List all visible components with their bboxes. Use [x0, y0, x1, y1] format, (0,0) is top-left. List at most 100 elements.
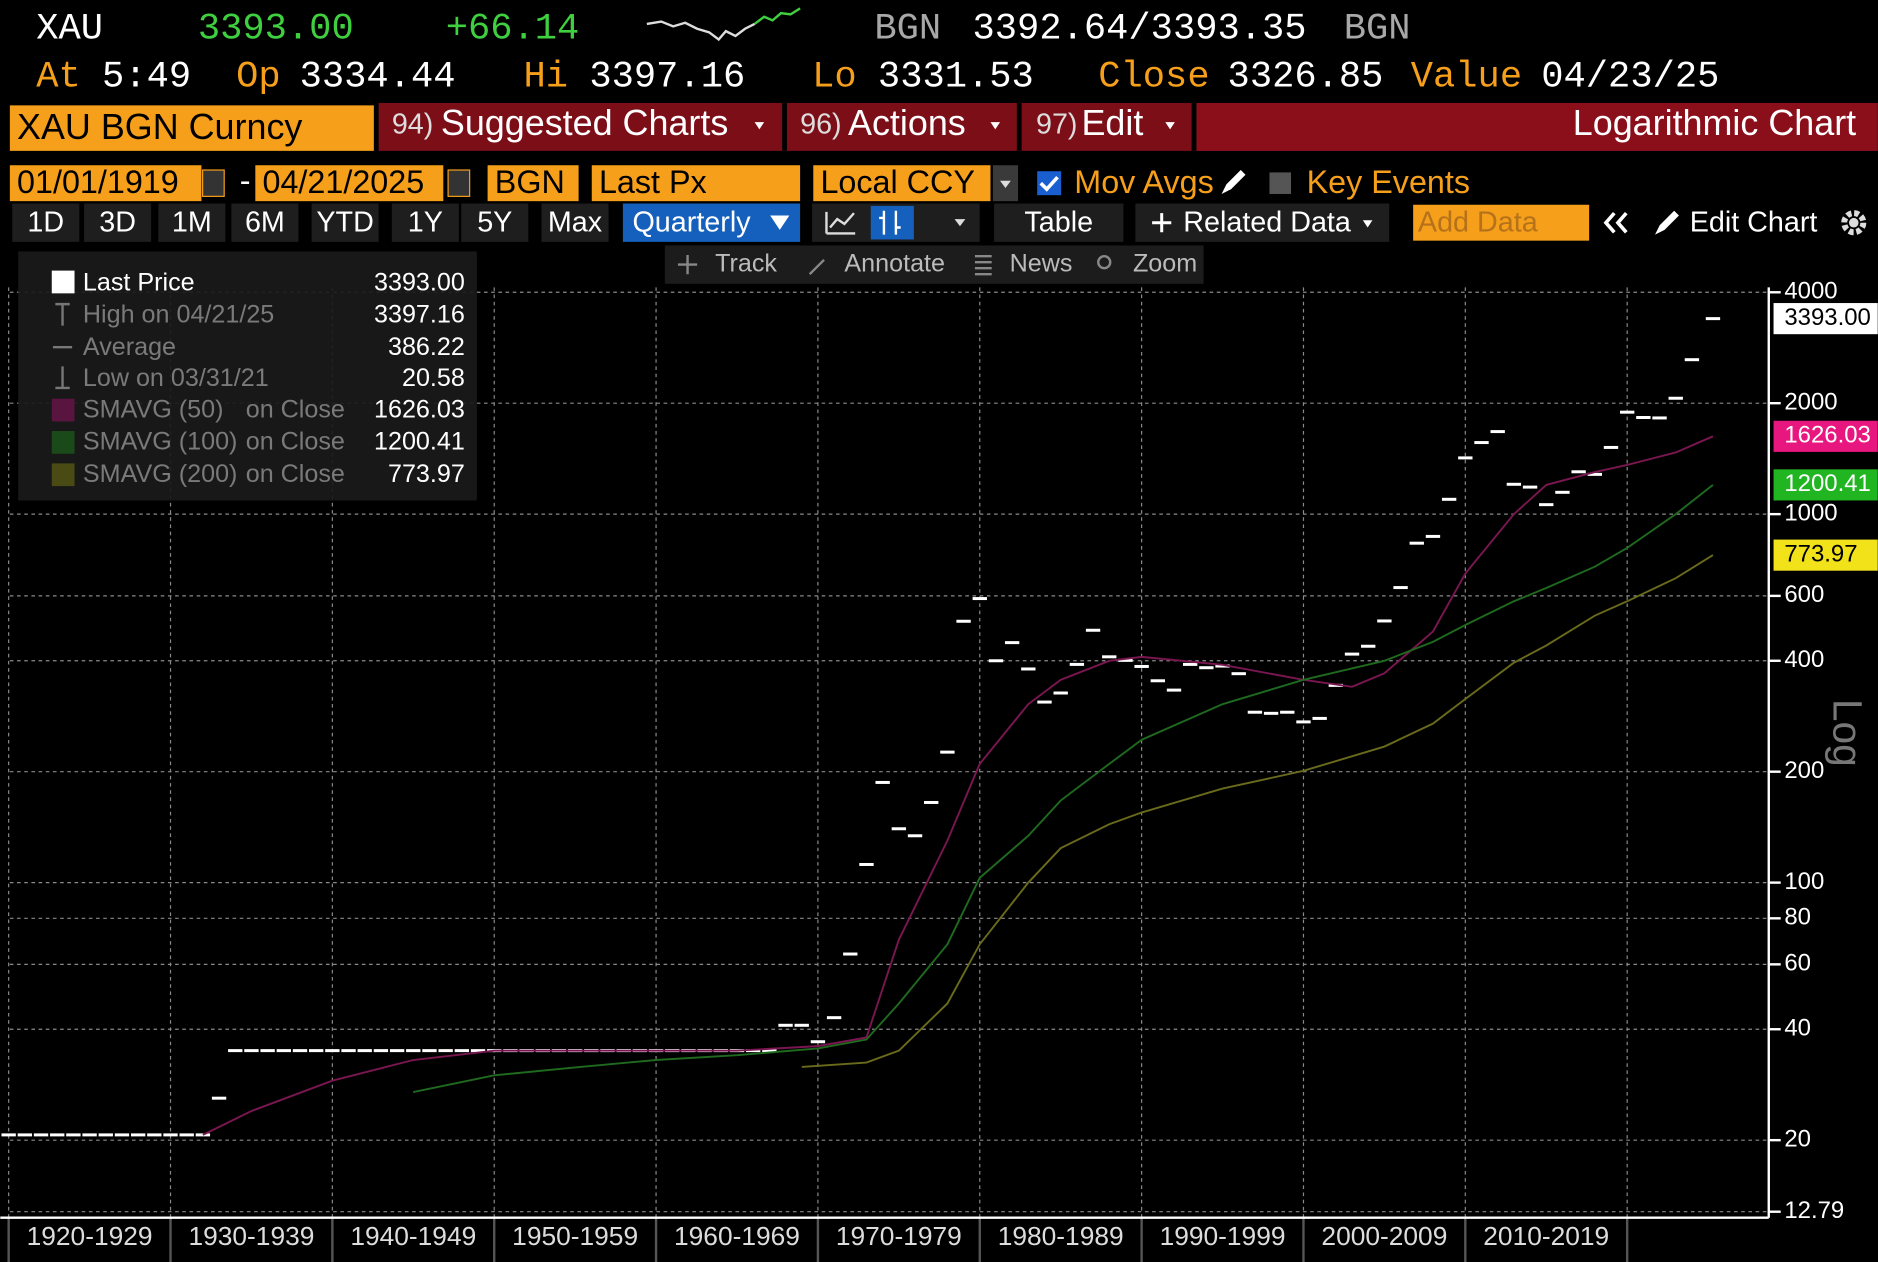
bar-chart-icon[interactable]	[870, 205, 914, 240]
x-tick-label: 1950-1959	[512, 1221, 638, 1251]
collapse-icon[interactable]	[1603, 211, 1628, 234]
add-data-field[interactable]	[1413, 204, 1590, 241]
security: XAU BGN Curncy	[17, 106, 302, 147]
value: 3326.85	[1228, 56, 1384, 98]
last-value-tag	[1773, 303, 1878, 335]
legend-swatch	[51, 270, 75, 294]
plot-area: 12.79 20 40 60 80 100 200 400 600 1000 2000 4000 192…	[1, 278, 1844, 1262]
period-button[interactable]	[231, 203, 299, 242]
edit-chart[interactable]: Edit Chart	[1690, 206, 1818, 238]
legend-value: 386.22	[388, 333, 465, 361]
y-tick-label: 80	[1784, 904, 1811, 931]
date-field[interactable]	[255, 165, 444, 202]
period: 1D	[27, 206, 64, 238]
line-chart-icon[interactable]	[825, 211, 856, 235]
legend-value: 1200.41	[374, 428, 465, 456]
legend-swatch	[51, 398, 75, 422]
last-value-label: 773.97	[1784, 540, 1857, 567]
currency: Local CCY	[820, 164, 974, 200]
y-tick-label: 400	[1784, 646, 1824, 673]
legend-label: Average	[83, 333, 176, 361]
dropdown-arrow	[754, 122, 765, 130]
key-events[interactable]: Key Events	[1307, 164, 1470, 200]
menu-item[interactable]: Suggested Charts	[441, 102, 728, 143]
dropdown-arrow	[1165, 122, 1175, 130]
period-button[interactable]	[391, 203, 459, 242]
dropdown-arrow	[990, 122, 1001, 130]
y-tick-label: 100	[1784, 868, 1824, 895]
check	[1039, 176, 1059, 192]
legend-basis: on Close	[246, 395, 345, 423]
source-field[interactable]	[487, 165, 579, 202]
start-date: 01/01/1919	[17, 164, 179, 200]
moving-average-line	[202, 435, 1714, 1136]
dropdown-arrow[interactable]	[954, 219, 966, 227]
settings-icon[interactable]	[1841, 210, 1867, 236]
calendar-icon[interactable]	[447, 169, 471, 197]
tool[interactable]: Zoom	[1133, 249, 1197, 277]
field: Last Px	[599, 164, 707, 200]
table: Table	[1024, 206, 1093, 238]
period: YTD	[316, 206, 373, 238]
label: Lo	[812, 56, 857, 98]
legend-label: SMAVG (100)	[83, 428, 238, 456]
tool[interactable]: News	[1010, 249, 1073, 277]
period: 3D	[99, 206, 136, 238]
legend-glyph	[52, 302, 73, 390]
legend-moving-averages: SMAVG (50) on Close 1626.03 SMAVG (100) on C…	[51, 395, 465, 488]
field-field[interactable]	[591, 165, 801, 202]
tool[interactable]: Annotate	[844, 249, 945, 277]
currency-field[interactable]	[813, 165, 991, 202]
x-tick-label: 2000-2009	[1321, 1221, 1447, 1251]
y-tick-label: 20	[1784, 1125, 1811, 1152]
legend-label: Low on 03/31/21	[83, 364, 269, 392]
y-tick-label: 200	[1784, 757, 1824, 784]
moving-average-line	[801, 554, 1714, 1068]
y-tick-label: 60	[1784, 950, 1811, 977]
related-button[interactable]	[1135, 203, 1390, 242]
period: 5Y	[477, 206, 512, 238]
mov-avgs[interactable]: Mov Avgs	[1074, 164, 1214, 200]
menu-code: 97)	[1036, 108, 1078, 140]
period: 1M	[172, 206, 212, 238]
period-button[interactable]	[12, 203, 80, 242]
value: 3334.44	[300, 56, 456, 98]
period-button[interactable]	[84, 203, 152, 242]
x-tick-label: 1980-1989	[998, 1221, 1124, 1251]
x-tick-label: 2010-2019	[1483, 1221, 1609, 1251]
label: At	[36, 56, 81, 98]
settings-icon-core	[1848, 217, 1859, 228]
value: 5:49	[102, 56, 191, 98]
dropdown-arrow	[770, 215, 790, 230]
period-button[interactable]	[461, 203, 529, 242]
pencil-icon[interactable]	[1221, 170, 1246, 194]
plus-icon	[1152, 213, 1172, 233]
checkbox[interactable]	[1269, 172, 1292, 194]
legend-basis: on Close	[246, 460, 345, 488]
label: Close	[1098, 56, 1209, 98]
last-value-tag	[1773, 469, 1878, 501]
source: BGN	[874, 9, 941, 51]
menu-item[interactable]: Actions	[848, 102, 966, 143]
period-button[interactable]	[311, 203, 379, 242]
period-button[interactable]	[541, 203, 609, 242]
date-field[interactable]	[9, 165, 202, 202]
y-tick-label: 4000	[1784, 278, 1837, 305]
period-button[interactable]	[158, 203, 226, 242]
frequency-button[interactable]	[622, 203, 801, 242]
x-tick-label: 1920-1929	[27, 1221, 153, 1251]
last-value-label: 1626.03	[1784, 422, 1871, 449]
tool[interactable]: Track	[715, 249, 777, 277]
calendar-icon[interactable]	[202, 169, 225, 197]
x-tick-label: 1990-1999	[1160, 1221, 1286, 1251]
value: 3397.16	[589, 56, 745, 98]
price-change: +66.14	[446, 9, 580, 51]
table-button[interactable]	[994, 203, 1124, 242]
menu-item[interactable]: Edit	[1081, 102, 1143, 143]
period-buttons: 1D 3D 1M 6M YTD 1Y 5Y Max	[12, 203, 609, 242]
frequency: Quarterly	[632, 206, 751, 238]
legend-value: 3397.16	[374, 301, 465, 329]
legend-value: 3393.00	[374, 268, 465, 296]
security-field[interactable]	[9, 105, 374, 151]
menu-bar-right	[1194, 102, 1878, 151]
